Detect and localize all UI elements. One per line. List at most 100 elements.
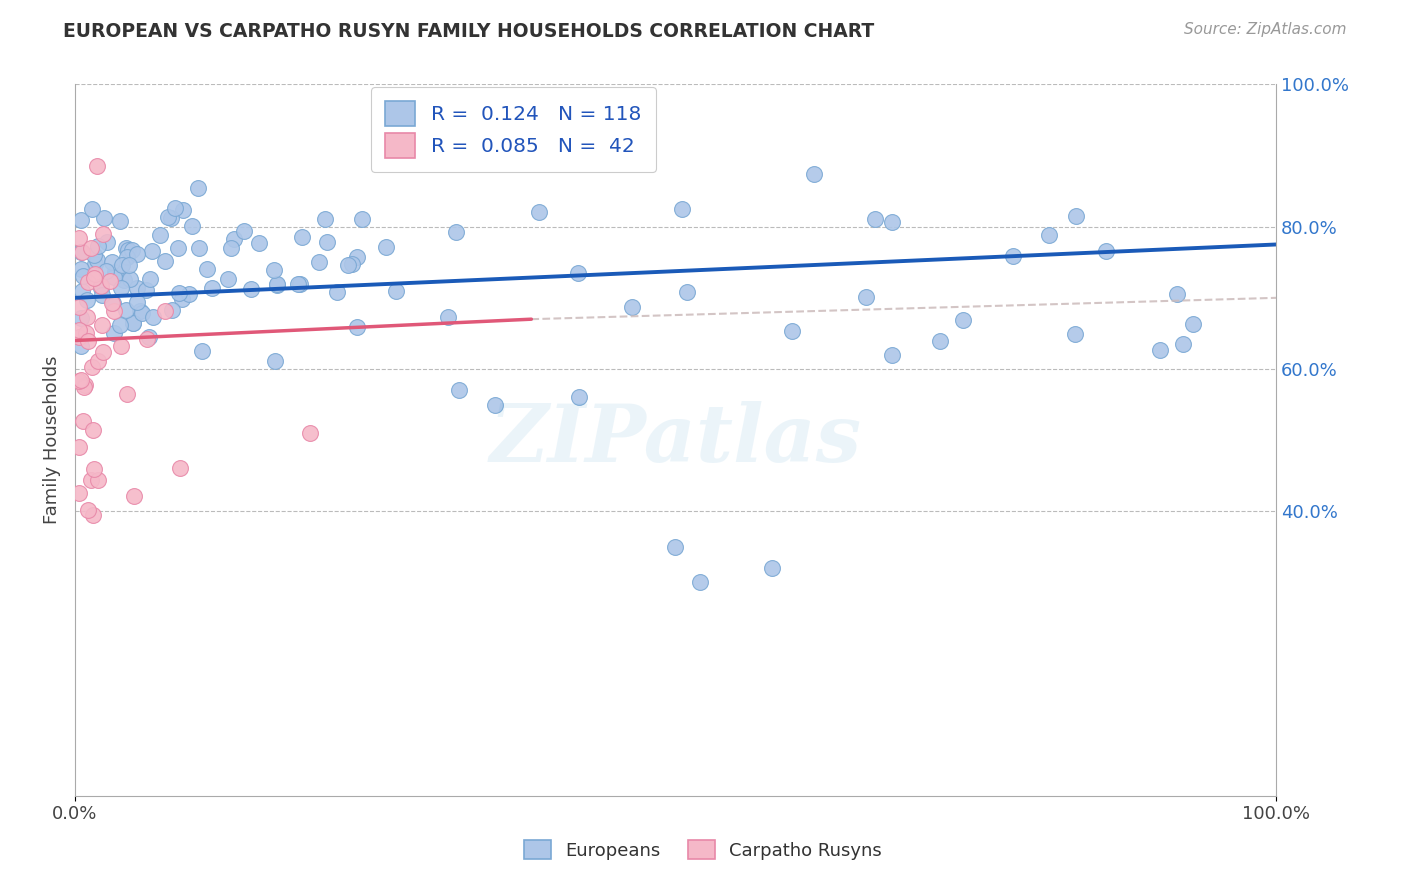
Point <box>103 326 125 340</box>
Point <box>69 373 91 387</box>
Point <box>90 278 112 293</box>
Point <box>664 540 686 554</box>
Point <box>139 272 162 286</box>
Point <box>135 283 157 297</box>
Point <box>127 247 149 261</box>
Point <box>118 259 141 273</box>
Point <box>112 273 135 287</box>
Point <box>385 285 408 299</box>
Point <box>108 318 131 332</box>
Point <box>104 265 127 279</box>
Point <box>70 262 93 277</box>
Point <box>111 258 134 272</box>
Text: Source: ZipAtlas.com: Source: ZipAtlas.com <box>1184 22 1347 37</box>
Point <box>449 384 471 398</box>
Point <box>217 271 239 285</box>
Point <box>82 508 104 522</box>
Point <box>114 241 136 255</box>
Point <box>263 354 285 368</box>
Point <box>122 316 145 330</box>
Point <box>118 272 141 286</box>
Point <box>80 473 103 487</box>
Point <box>803 167 825 181</box>
Point <box>80 241 103 255</box>
Point <box>928 334 950 348</box>
Point <box>156 210 179 224</box>
Point <box>172 202 194 217</box>
Point <box>855 290 877 304</box>
Point <box>325 285 347 299</box>
Point <box>160 302 183 317</box>
Point <box>70 310 93 325</box>
Legend: Europeans, Carpatho Rusyns: Europeans, Carpatho Rusyns <box>517 833 889 867</box>
Point <box>114 303 136 318</box>
Point <box>100 255 122 269</box>
Point <box>72 268 94 283</box>
Point <box>93 211 115 225</box>
Point <box>340 257 363 271</box>
Point <box>67 231 90 245</box>
Point <box>70 244 93 259</box>
Point <box>129 304 152 318</box>
Point <box>1094 244 1116 258</box>
Point <box>103 303 125 318</box>
Y-axis label: Family Households: Family Households <box>44 356 60 524</box>
Point <box>346 251 368 265</box>
Point <box>316 235 339 249</box>
Point <box>76 293 98 307</box>
Point <box>72 414 94 428</box>
Point <box>98 274 121 288</box>
Point <box>117 244 139 258</box>
Point <box>159 211 181 225</box>
Point <box>621 300 644 314</box>
Point <box>266 277 288 292</box>
Point <box>75 378 97 392</box>
Point <box>308 255 330 269</box>
Point <box>110 281 132 295</box>
Point <box>170 292 193 306</box>
Point <box>121 243 143 257</box>
Point <box>177 287 200 301</box>
Point <box>191 344 214 359</box>
Point <box>72 379 94 393</box>
Point <box>567 266 589 280</box>
Point <box>83 248 105 262</box>
Point <box>131 305 153 319</box>
Point <box>90 281 112 295</box>
Point <box>1038 228 1060 243</box>
Point <box>76 334 98 348</box>
Point <box>671 202 693 216</box>
Point <box>103 270 125 285</box>
Point <box>336 259 359 273</box>
Point <box>141 244 163 258</box>
Point <box>290 230 312 244</box>
Point <box>263 263 285 277</box>
Point <box>165 201 187 215</box>
Point <box>122 316 145 330</box>
Point <box>149 228 172 243</box>
Point <box>83 271 105 285</box>
Point <box>70 339 93 353</box>
Point <box>87 353 110 368</box>
Point <box>375 240 398 254</box>
Point <box>952 312 974 326</box>
Point <box>167 241 190 255</box>
Legend: R =  0.124   N = 118, R =  0.085   N =  42: R = 0.124 N = 118, R = 0.085 N = 42 <box>371 87 655 172</box>
Point <box>103 296 125 310</box>
Point <box>86 159 108 173</box>
Point <box>115 387 138 401</box>
Point <box>80 359 103 374</box>
Point <box>197 262 219 277</box>
Point <box>101 296 124 310</box>
Point <box>77 502 100 516</box>
Point <box>1171 336 1194 351</box>
Point <box>67 486 90 500</box>
Point <box>70 244 93 259</box>
Point <box>880 348 903 362</box>
Point <box>219 241 242 255</box>
Point <box>96 235 118 250</box>
Point <box>94 264 117 278</box>
Point <box>188 241 211 255</box>
Point <box>91 345 114 359</box>
Point <box>67 374 90 388</box>
